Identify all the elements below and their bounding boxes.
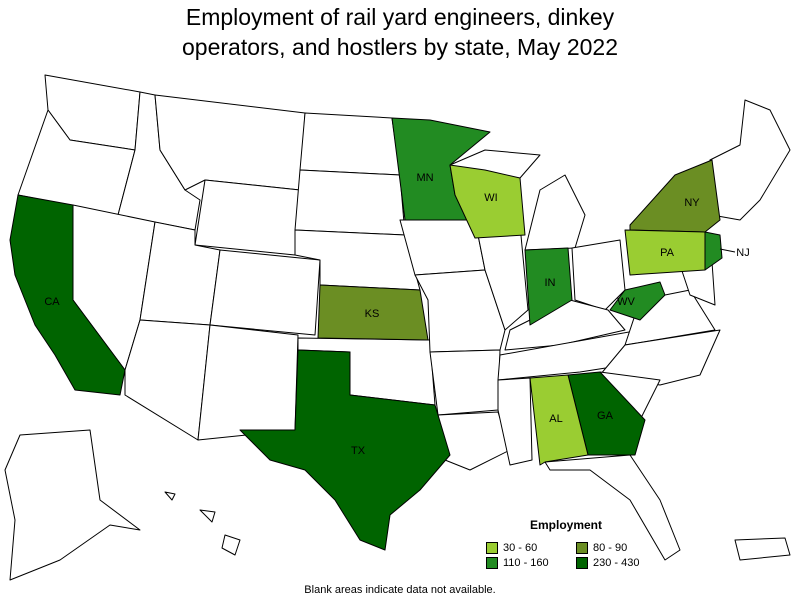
legend-items: 30 - 60 80 - 90 110 - 160 230 - 430 <box>486 542 646 569</box>
state-oh[interactable] <box>571 239 626 311</box>
legend-label: 110 - 160 <box>503 557 549 569</box>
state-wv[interactable] <box>609 281 666 321</box>
label-wi: WI <box>484 192 497 204</box>
label-tx: TX <box>351 445 366 457</box>
state-tx[interactable] <box>239 349 451 551</box>
label-pa: PA <box>660 247 675 259</box>
state-mt[interactable] <box>154 94 306 191</box>
nj-leader-line <box>719 248 736 253</box>
label-ga: GA <box>597 410 614 422</box>
label-ks: KS <box>365 308 380 320</box>
legend-item: 110 - 160 <box>486 557 576 569</box>
state-nc[interactable] <box>599 329 721 386</box>
state-ks[interactable] <box>317 284 429 341</box>
state-ny[interactable] <box>629 159 721 233</box>
state-labels: CA TX GA MN IN WV NJ KS NY WI PA AL <box>44 172 749 457</box>
state-nj[interactable] <box>704 231 723 271</box>
state-la[interactable] <box>437 411 511 471</box>
state-wi[interactable] <box>449 164 526 239</box>
state-pr[interactable] <box>734 537 791 561</box>
map-title-line-1: Employment of rail yard engineers, dinke… <box>185 4 615 30</box>
data-states <box>9 117 723 551</box>
state-fl[interactable] <box>544 454 681 561</box>
legend-swatch <box>486 542 498 554</box>
no-data-states <box>4 74 791 581</box>
state-pa[interactable] <box>624 229 706 276</box>
state-ak[interactable] <box>4 429 141 581</box>
footnote: Blank areas indicate data not available. <box>304 584 496 596</box>
label-in: IN <box>545 277 556 289</box>
state-ca[interactable] <box>9 194 126 396</box>
legend-swatch <box>576 542 588 554</box>
state-sd[interactable] <box>294 169 406 236</box>
state-new-england[interactable] <box>709 99 791 221</box>
state-mi-lower[interactable] <box>524 174 586 251</box>
state-hi[interactable] <box>164 491 241 556</box>
label-wv: WV <box>617 296 635 308</box>
state-tn[interactable] <box>497 329 641 381</box>
label-mn: MN <box>416 172 433 184</box>
state-az[interactable] <box>124 319 211 441</box>
label-al: AL <box>549 413 562 425</box>
state-nm[interactable] <box>197 324 299 441</box>
map-title: Employment of rail yard engineers, dinke… <box>0 2 800 62</box>
state-co[interactable] <box>209 249 321 336</box>
state-ms[interactable] <box>497 377 533 466</box>
legend-swatch <box>576 557 588 569</box>
label-nj: NJ <box>736 247 749 259</box>
legend-title: Employment <box>529 518 602 532</box>
state-al[interactable] <box>529 374 589 466</box>
state-nd[interactable] <box>299 112 401 176</box>
label-ny: NY <box>684 197 700 209</box>
legend-item: 80 - 90 <box>576 542 646 554</box>
legend-label: 30 - 60 <box>503 542 538 554</box>
map-title-line-2: operators, and hostlers by state, May 20… <box>182 34 618 60</box>
legend-item: 30 - 60 <box>486 542 576 554</box>
legend-label: 230 - 430 <box>593 557 640 569</box>
state-wy[interactable] <box>194 179 301 256</box>
legend-swatch <box>486 557 498 569</box>
state-ar[interactable] <box>429 349 501 416</box>
legend-label: 80 - 90 <box>593 542 628 554</box>
label-ca: CA <box>44 296 60 308</box>
state-in[interactable] <box>524 247 573 326</box>
legend: Employment 30 - 60 80 - 90 110 - 160 230… <box>486 518 646 569</box>
legend-item: 230 - 430 <box>576 557 646 569</box>
